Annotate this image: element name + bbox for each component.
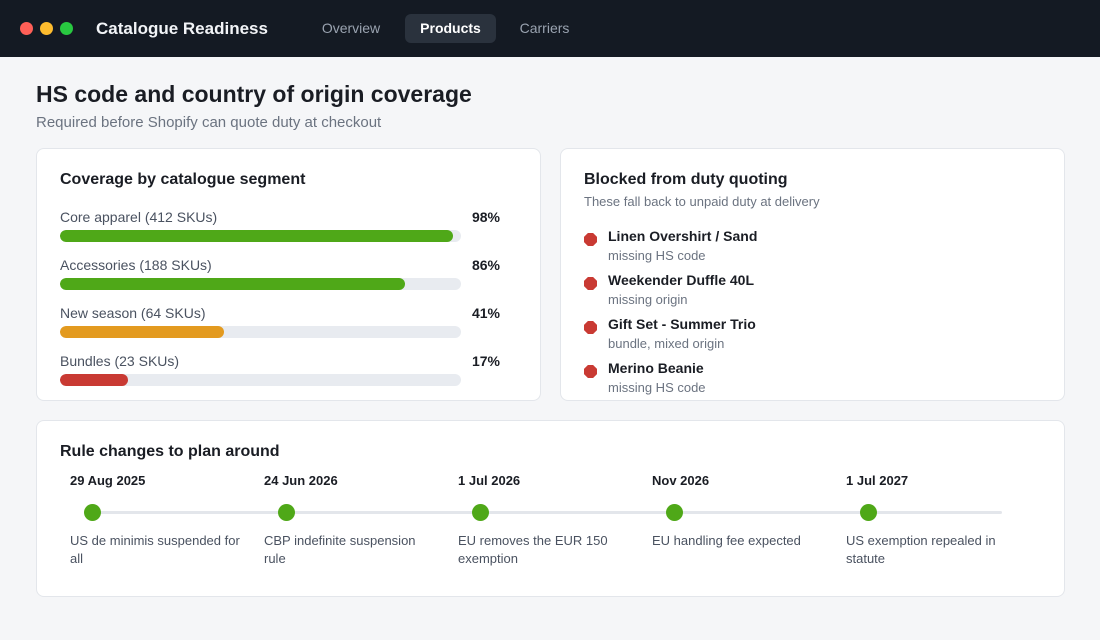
blocked-octagon-icon — [584, 321, 597, 334]
progress-fill — [60, 278, 405, 290]
timeline-marker — [84, 504, 101, 521]
tab-overview[interactable]: Overview — [321, 20, 381, 36]
blocked-item[interactable]: Merino Beanie missing HS code — [584, 360, 1024, 400]
segment-label: Bundles (23 SKUs) — [60, 353, 180, 369]
timeline-event-description: CBP indefinite suspension rule — [264, 533, 416, 566]
segment-label: Core apparel (412 SKUs) — [60, 209, 218, 225]
timeline-event-date: Nov 2026 — [652, 473, 710, 488]
timeline-event-date: 29 Aug 2025 — [70, 473, 146, 488]
blocked-card: Blocked from duty quoting These fall bac… — [560, 148, 1065, 401]
blocked-item-reason: missing HS code — [608, 248, 706, 263]
blocked-octagon-icon — [584, 365, 597, 378]
coverage-segment-bundles: Bundles (23 SKUs) 17% — [60, 353, 500, 397]
timeline-marker — [278, 504, 295, 521]
coverage-card: Coverage by catalogue segment Core appar… — [36, 148, 541, 401]
timeline-marker — [472, 504, 489, 521]
segment-label: Accessories (188 SKUs) — [60, 257, 212, 273]
segment-percent: 98% — [471, 209, 500, 225]
timeline-event: Nov 2026 EU handling fee expected — [652, 473, 832, 573]
app-title: Catalogue Readiness — [96, 19, 268, 38]
progress-track — [60, 326, 461, 338]
window-close-button[interactable] — [20, 22, 33, 35]
window-zoom-button[interactable] — [60, 22, 73, 35]
timeline-event-date: 1 Jul 2027 — [846, 473, 909, 488]
progress-fill — [60, 326, 225, 338]
blocked-item[interactable]: Weekender Duffle 40L missing origin — [584, 272, 1024, 312]
blocked-item-reason: bundle, mixed origin — [608, 336, 725, 351]
segment-label: New season (64 SKUs) — [60, 305, 206, 321]
blocked-item-name: Gift Set - Summer Trio — [608, 316, 756, 332]
title-bar: Catalogue Readiness Overview Products Ca… — [0, 0, 1100, 57]
blocked-item-name: Merino Beanie — [608, 360, 704, 376]
page-subtitle: Required before Shopify can quote duty a… — [36, 114, 382, 131]
coverage-segment-new-season: New season (64 SKUs) 41% — [60, 305, 500, 349]
timeline-event: 1 Jul 2027 US exemption repealed in stat… — [846, 473, 1026, 573]
tab-carriers[interactable]: Carriers — [519, 20, 570, 36]
blocked-card-subtitle: These fall back to unpaid duty at delive… — [584, 194, 820, 209]
blocked-item-reason: missing origin — [608, 292, 688, 307]
progress-track — [60, 230, 461, 242]
coverage-segment-core-apparel: Core apparel (412 SKUs) 98% — [60, 209, 500, 253]
timeline-event-date: 24 Jun 2026 — [264, 473, 338, 488]
timeline-event-date: 1 Jul 2026 — [458, 473, 521, 488]
blocked-item-reason: missing HS code — [608, 380, 706, 395]
timeline-event: 1 Jul 2026 EU removes the EUR 150 exempt… — [458, 473, 638, 573]
segment-percent: 86% — [471, 257, 500, 273]
blocked-item[interactable]: Linen Overshirt / Sand missing HS code — [584, 228, 1024, 268]
timeline-event: 24 Jun 2026 CBP indefinite suspension ru… — [264, 473, 444, 573]
window-minimize-button[interactable] — [40, 22, 53, 35]
blocked-item-name: Weekender Duffle 40L — [608, 272, 755, 288]
timeline-marker — [666, 504, 683, 521]
timeline-marker — [860, 504, 877, 521]
progress-fill — [60, 374, 129, 386]
progress-track — [60, 278, 461, 290]
timeline-event-description: EU removes the EUR 150 exemption — [458, 533, 608, 566]
timeline-event-description: US de minimis suspended for all — [70, 533, 240, 566]
timeline-line — [92, 511, 1002, 514]
blocked-octagon-icon — [584, 233, 597, 246]
blocked-card-title: Blocked from duty quoting — [584, 171, 788, 188]
timeline-event: 29 Aug 2025 US de minimis suspended for … — [70, 473, 250, 573]
progress-fill — [60, 230, 453, 242]
segment-percent: 17% — [471, 353, 500, 369]
timeline-card-title: Rule changes to plan around — [60, 443, 280, 460]
segment-percent: 41% — [471, 305, 500, 321]
timeline-event-description: US exemption repealed in statute — [846, 533, 996, 566]
coverage-card-title: Coverage by catalogue segment — [60, 171, 306, 188]
blocked-octagon-icon — [584, 277, 597, 290]
timeline-card: Rule changes to plan around 29 Aug 2025 … — [36, 420, 1065, 597]
progress-track — [60, 374, 461, 386]
coverage-segment-accessories: Accessories (188 SKUs) 86% — [60, 257, 500, 301]
page-title: HS code and country of origin coverage — [36, 81, 472, 107]
blocked-item[interactable]: Gift Set - Summer Trio bundle, mixed ori… — [584, 316, 1024, 356]
blocked-item-name: Linen Overshirt / Sand — [608, 228, 758, 244]
timeline-event-description: EU handling fee expected — [652, 533, 801, 548]
tab-products[interactable]: Products — [405, 14, 496, 43]
